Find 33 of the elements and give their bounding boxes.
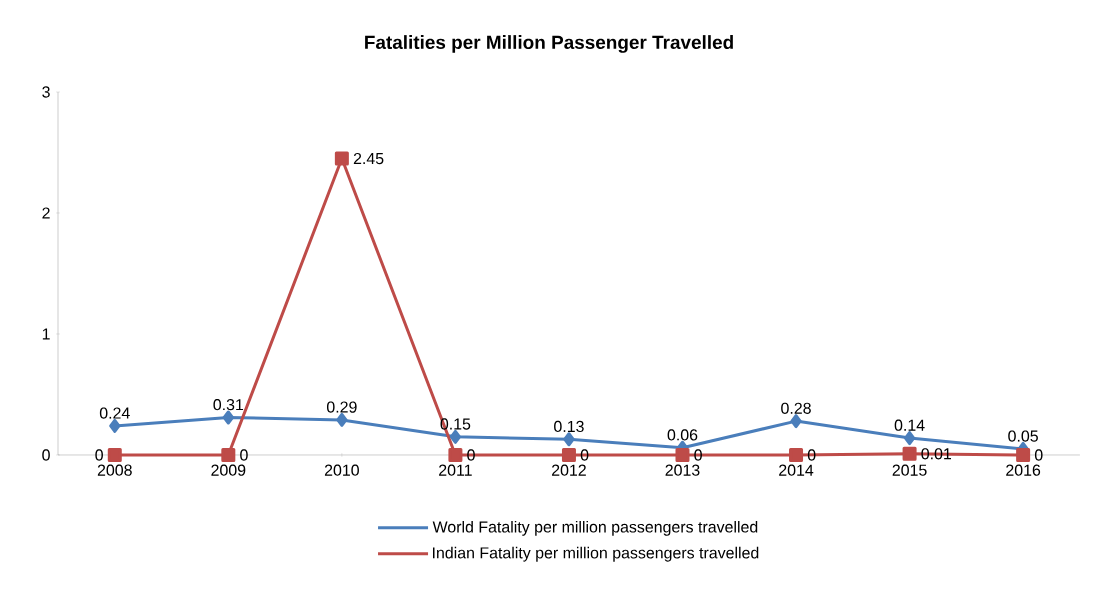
- data-label: 0: [1034, 449, 1043, 461]
- x-tick-label: 2016: [1006, 464, 1041, 476]
- x-tick-label: 2012: [552, 464, 586, 476]
- data-label: 0.29: [326, 401, 357, 413]
- data-label: 0: [95, 449, 103, 461]
- data-label: 0.31: [213, 399, 244, 411]
- x-tick-label: 2011: [439, 464, 472, 476]
- chart-title: Fatalities per Million Passenger Travelled: [365, 35, 733, 53]
- y-tick-label: 0: [42, 449, 50, 461]
- x-tick-label: 2008: [97, 464, 132, 476]
- data-label: 0.05: [1008, 430, 1038, 442]
- x-tick-label: 2013: [665, 464, 700, 476]
- x-tick-label: 2009: [211, 464, 246, 476]
- y-tick-label: 1: [42, 328, 50, 340]
- data-label: 0: [580, 449, 589, 461]
- data-label: 0.24: [99, 407, 130, 419]
- y-tick-label: 3: [42, 86, 50, 98]
- data-label: 0: [807, 449, 816, 461]
- data-label: 0.28: [781, 402, 811, 414]
- data-label: 0: [240, 449, 248, 461]
- data-label: 2.45: [353, 152, 384, 165]
- y-tick-label: 2: [42, 207, 50, 219]
- data-label: 0.01: [921, 448, 952, 460]
- data-label: 0.06: [667, 429, 698, 441]
- data-label: 0.14: [894, 419, 925, 431]
- legend-label: World Fatality per million passengers travelled: [432, 520, 758, 536]
- data-label: 0.13: [554, 420, 584, 433]
- data-label: 0: [467, 449, 475, 461]
- legend-label: Indian Fatality per million passengers travelled: [433, 546, 759, 562]
- x-tick-label: 2015: [892, 464, 927, 476]
- data-label: 0: [694, 449, 702, 461]
- x-tick-label: 2010: [324, 464, 359, 476]
- x-tick-label: 2014: [779, 464, 814, 476]
